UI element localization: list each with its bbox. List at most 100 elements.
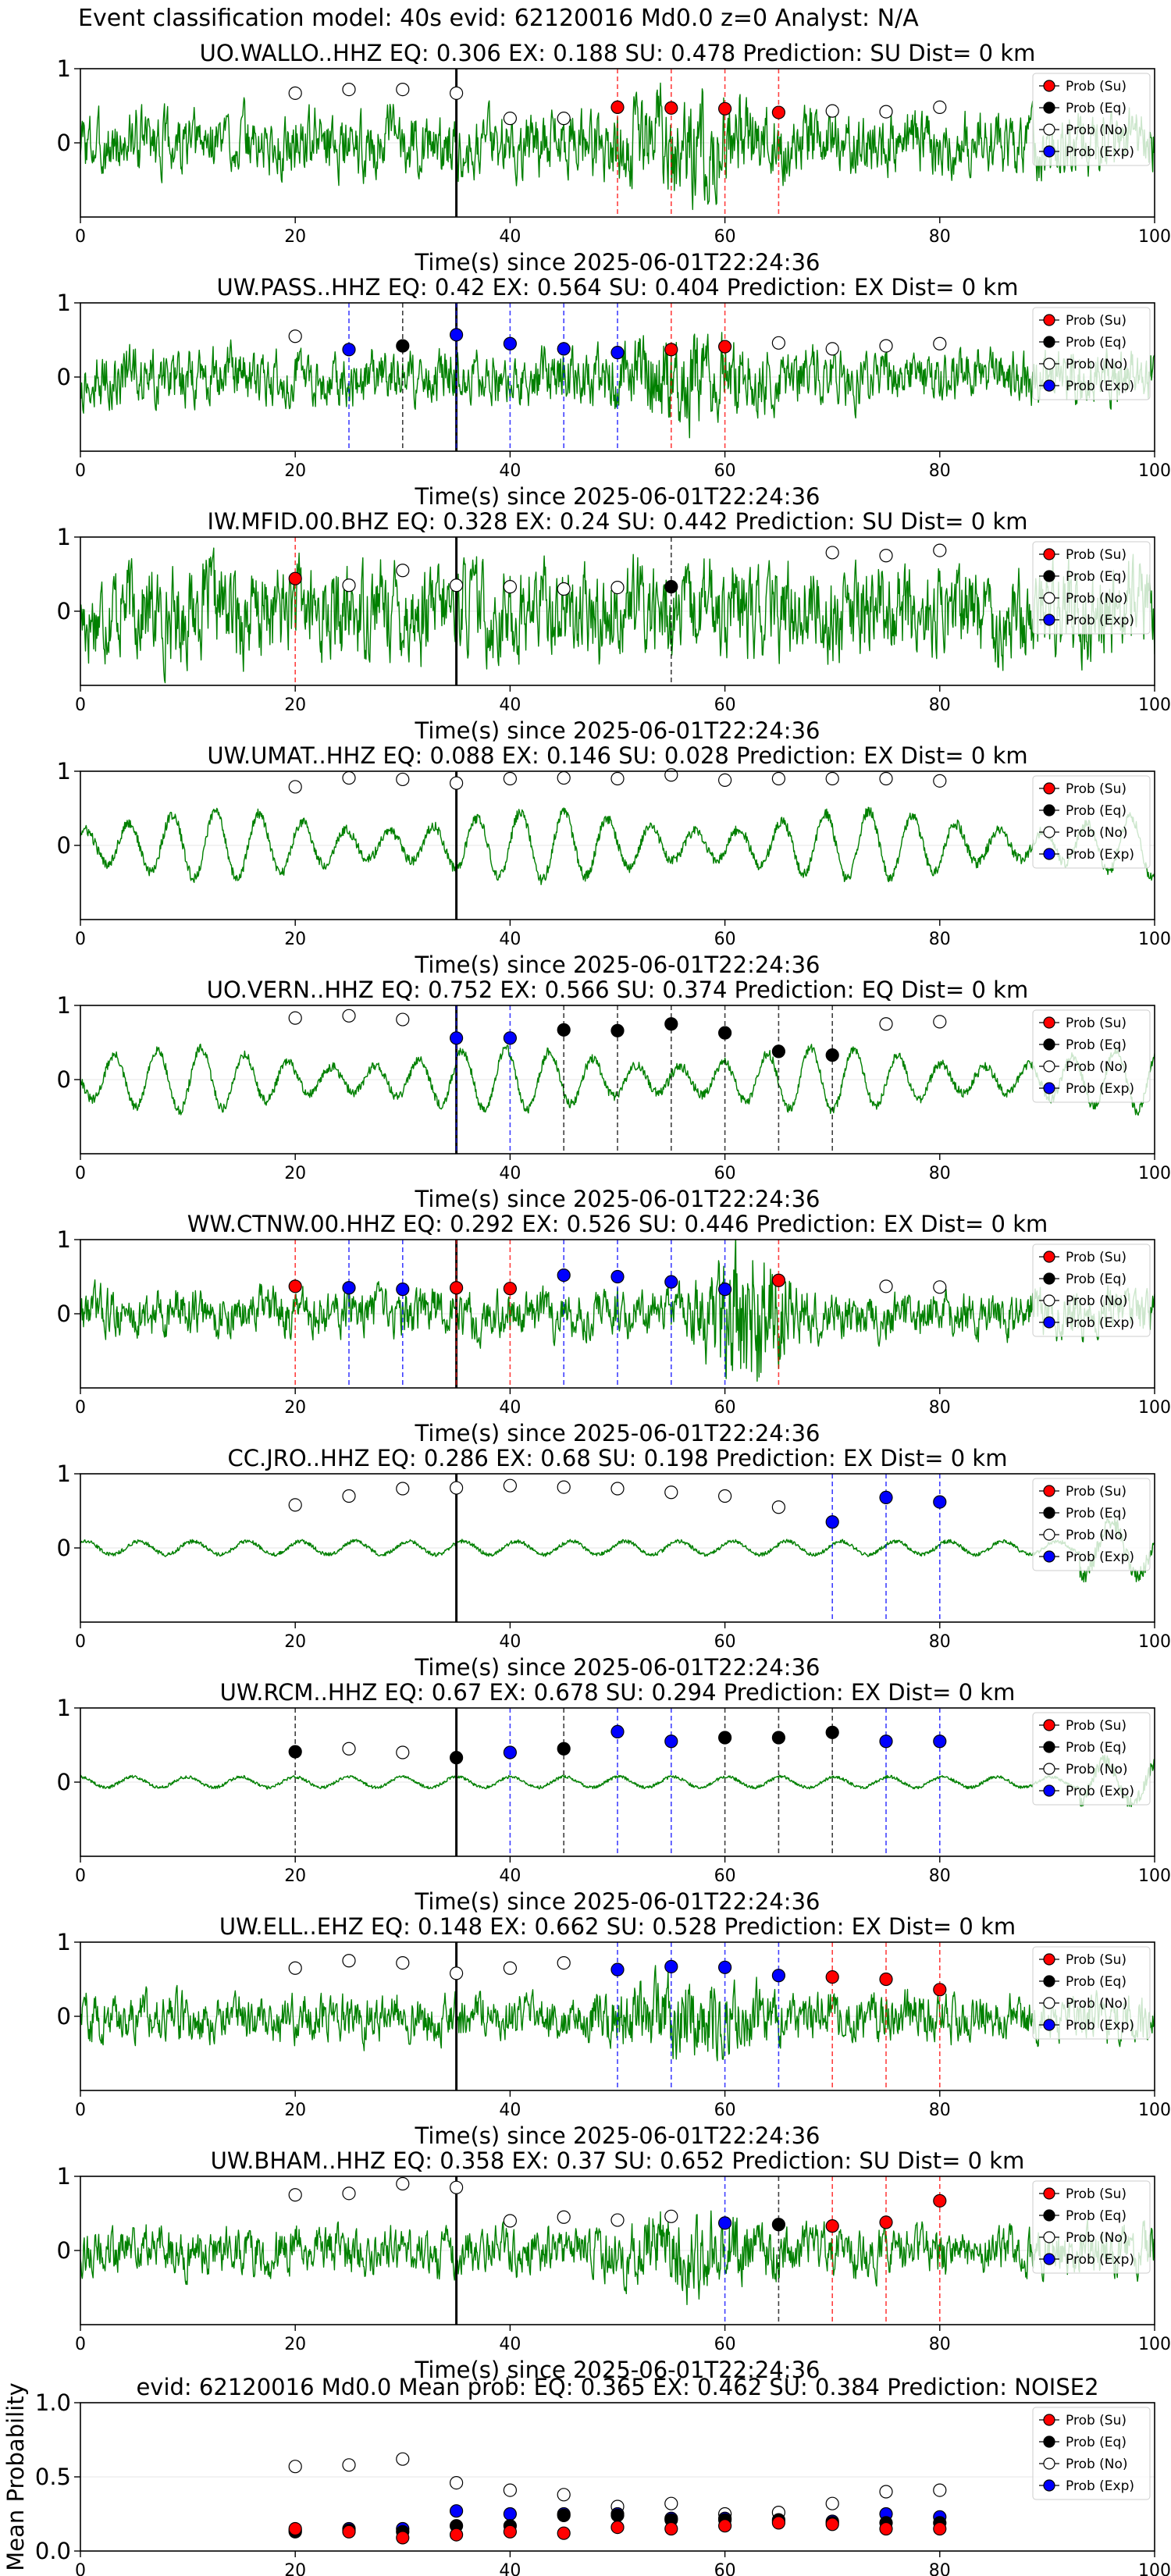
prob-point-eq — [771, 1731, 786, 1745]
y-tick-label: 1 — [57, 758, 71, 785]
prob-point-no — [396, 2176, 410, 2191]
x-tick-label: 20 — [284, 1632, 306, 1652]
x-tick-label: 40 — [499, 227, 521, 247]
legend-item-exp: Prob (Exp) — [1039, 2252, 1134, 2268]
x-tick-label: 60 — [714, 2561, 736, 2576]
prob-point-no — [717, 773, 732, 788]
prob-point-no — [557, 582, 571, 596]
legend-marker-no — [1043, 358, 1055, 370]
mean-prob-point-su — [503, 2524, 518, 2539]
x-tick-label: 100 — [1138, 2335, 1171, 2354]
x-tick-label: 20 — [284, 1164, 306, 1183]
y-tick-label: 0 — [57, 832, 71, 859]
legend-marker-su — [1043, 1719, 1055, 1731]
legend-marker-exp — [1043, 2253, 1055, 2265]
legend-label-exp: Prob (Exp) — [1066, 613, 1134, 628]
legend-label-exp: Prob (Exp) — [1066, 2478, 1134, 2494]
legend-item-no: Prob (No) — [1039, 2457, 1128, 2472]
legend-item-eq: Prob (Eq) — [1039, 335, 1127, 350]
legend: Prob (Su) Prob (Eq) Prob (No) Prob (Exp) — [1032, 2407, 1151, 2500]
prob-point-no — [557, 2210, 571, 2224]
legend-marker-no — [1043, 592, 1055, 604]
mean-prob-point-eq — [610, 2508, 625, 2522]
legend-marker-no — [1043, 1294, 1055, 1307]
x-tick-label: 0 — [75, 1398, 86, 1418]
prob-point-exp — [664, 1275, 678, 1289]
chart-title: IW.MFID.00.BHZ EQ: 0.328 EX: 0.24 SU: 0.… — [207, 508, 1027, 535]
x-tick-label: 40 — [499, 930, 521, 949]
legend-marker-eq — [1043, 1507, 1055, 1519]
x-tick-label: 40 — [499, 1164, 521, 1183]
mean-prob-point-su — [664, 2521, 678, 2536]
legend-label-su: Prob (Su) — [1066, 1952, 1127, 1968]
legend-label-su: Prob (Su) — [1066, 781, 1127, 797]
prob-point-su — [664, 101, 678, 115]
prob-point-eq — [557, 1742, 571, 1756]
legend-marker-no — [1043, 1528, 1055, 1541]
legend-label-exp: Prob (Exp) — [1066, 1550, 1134, 1565]
prob-point-no — [449, 578, 464, 592]
legend-item-su: Prob (Su) — [1039, 1952, 1127, 1968]
legend-item-no: Prob (No) — [1039, 357, 1128, 372]
legend-marker-exp — [1043, 614, 1055, 626]
prob-point-exp — [396, 1283, 410, 1297]
y-tick-label: 1 — [57, 1461, 71, 1487]
prob-point-no — [288, 1011, 302, 1025]
legend: Prob (Su) Prob (Eq) Prob (No) Prob (Exp) — [1032, 775, 1151, 869]
prob-point-no — [503, 580, 518, 594]
legend-marker-su — [1043, 1953, 1055, 1966]
legend-item-eq: Prob (Eq) — [1039, 2435, 1127, 2450]
x-tick-label: 80 — [929, 1632, 951, 1652]
prob-point-su — [288, 571, 302, 585]
legend-marker-eq — [1043, 2209, 1055, 2222]
legend-label-su: Prob (Su) — [1066, 2186, 1127, 2202]
x-tick-label: 80 — [929, 227, 951, 247]
legend-marker-exp — [1043, 2479, 1055, 2492]
x-tick-label: 60 — [714, 1632, 736, 1652]
x-tick-label: 100 — [1138, 2101, 1171, 2120]
prob-point-no — [396, 564, 410, 578]
prob-point-no — [288, 2188, 302, 2202]
x-axis-label: Time(s) since 2025-06-01T22:24:36 — [415, 2122, 820, 2149]
legend-item-su: Prob (Su) — [1039, 1718, 1127, 1734]
prob-point-no — [825, 342, 839, 356]
prob-point-su — [771, 105, 786, 119]
legend: Prob (Su) Prob (Eq) Prob (No) Prob (Exp) — [1032, 1244, 1151, 1337]
prob-point-no — [879, 339, 893, 353]
x-tick-label: 60 — [714, 2101, 736, 2120]
mean-prob-point-no — [503, 2483, 518, 2497]
y-tick-label: 1.0 — [35, 2389, 71, 2416]
legend-item-no: Prob (No) — [1039, 1996, 1128, 2012]
x-tick-label: 40 — [499, 1632, 521, 1652]
prob-point-no — [879, 1279, 893, 1293]
legend-label-no: Prob (No) — [1066, 2457, 1128, 2472]
chart-title: CC.JRO..HHZ EQ: 0.286 EX: 0.68 SU: 0.198… — [228, 1445, 1008, 1471]
prob-point-exp — [664, 1959, 678, 1973]
chart-title: UW.BHAM..HHZ EQ: 0.358 EX: 0.37 SU: 0.65… — [211, 2147, 1025, 2174]
legend-label-exp: Prob (Exp) — [1066, 2018, 1134, 2033]
prob-point-no — [879, 1017, 893, 1031]
mean-prob-point-eq — [557, 2508, 571, 2522]
prob-point-su — [610, 100, 625, 114]
x-tick-label: 60 — [714, 227, 736, 247]
prob-point-exp — [610, 1269, 625, 1284]
x-tick-label: 20 — [284, 227, 306, 247]
x-tick-label: 40 — [499, 1866, 521, 1886]
prob-point-no — [771, 1500, 786, 1514]
prob-point-no — [879, 105, 893, 119]
legend-marker-exp — [1043, 1784, 1055, 1797]
prob-point-exp — [610, 346, 625, 360]
legend-marker-eq — [1043, 1272, 1055, 1285]
prob-point-no — [396, 1956, 410, 1970]
prob-point-exp — [717, 1283, 732, 1297]
legend-marker-exp — [1043, 2019, 1055, 2031]
x-tick-label: 80 — [929, 930, 951, 949]
